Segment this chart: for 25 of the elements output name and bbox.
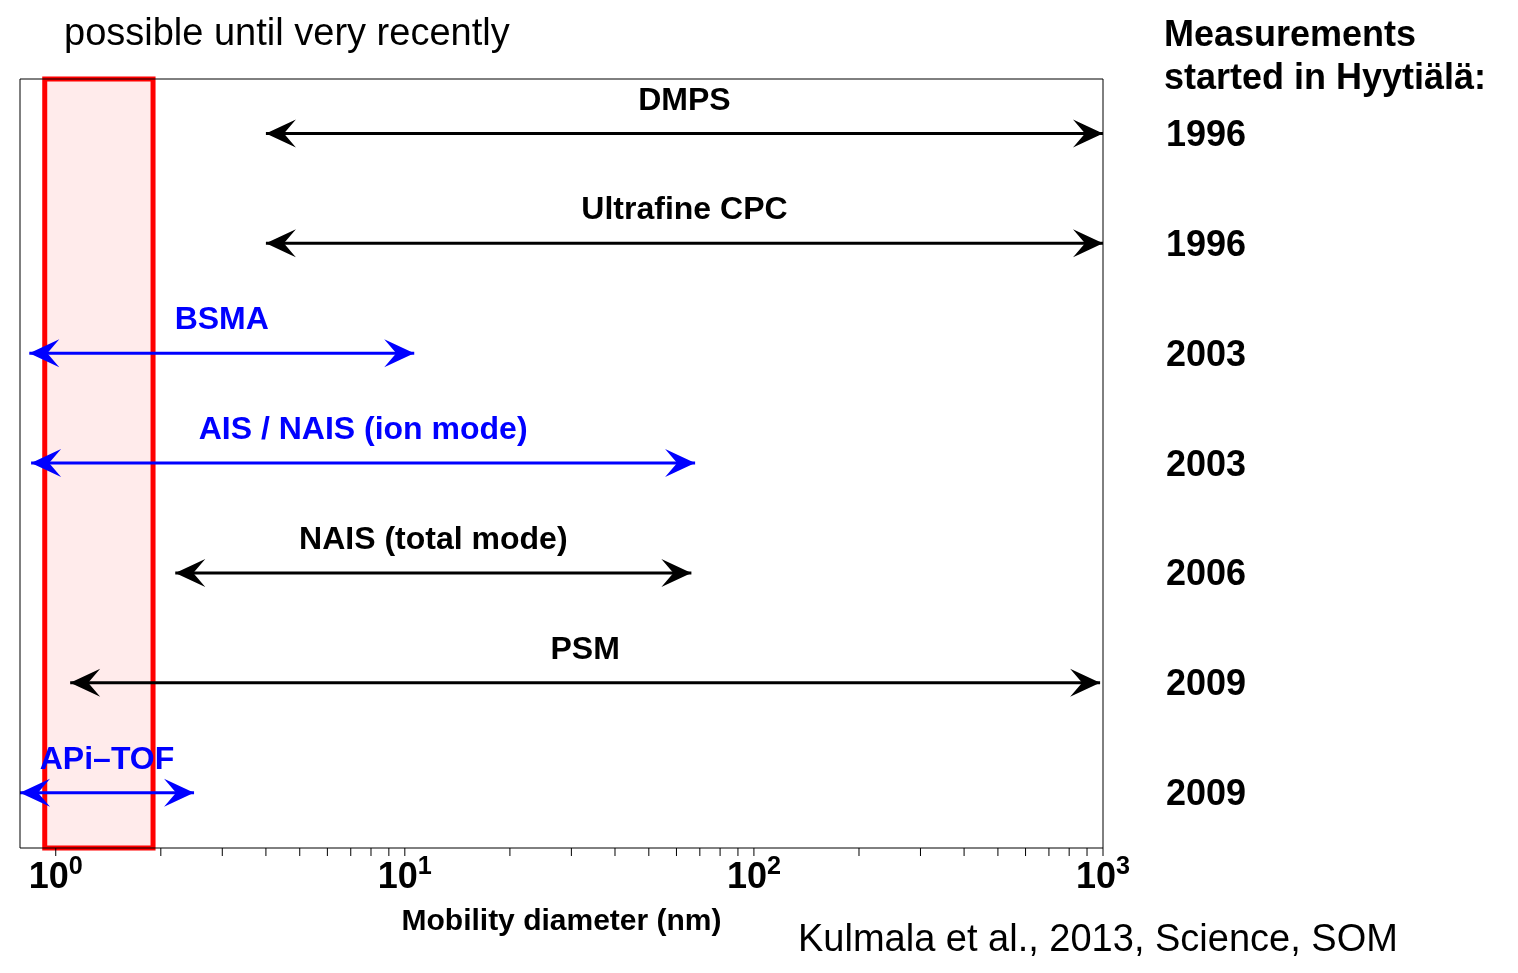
text: 2003 [1166,331,1247,375]
text: 2009 [1166,661,1247,705]
text: 2006 [1166,551,1247,595]
text: 1996 [1166,111,1247,156]
bar [175,571,692,575]
text: Measurements started in Hyytiälä: [1164,12,1488,99]
y-tick-label: PSM [550,629,620,666]
y-tick-label: Ultrafine CPC [581,190,788,227]
y-tick-label: AIS / NAIS (ion mode) [198,410,528,447]
bar [29,351,415,355]
x-tick-label: 10$^{3}$ [1075,851,1131,896]
text: 2009 [1166,771,1247,815]
text: possible until very recently [64,10,511,55]
text: 2003 [1166,441,1247,485]
text: 1996 [1166,221,1247,265]
bar [70,681,1101,685]
x-tick-label: 10$^{1}$ [377,851,432,896]
y-tick-label: BSMA [174,300,269,337]
bar [31,461,696,465]
y-tick-label: DMPS [638,80,731,117]
x-axis-title: Mobility diameter (nm) [401,903,722,936]
x-tick-label: 10$^{0}$ [28,851,83,896]
y-tick-label: NAIS (total mode) [299,519,568,556]
text: Kulmala et al., 2013, Science, SOM [798,916,1399,961]
x-tick-label: 10$^{2}$ [726,851,781,896]
